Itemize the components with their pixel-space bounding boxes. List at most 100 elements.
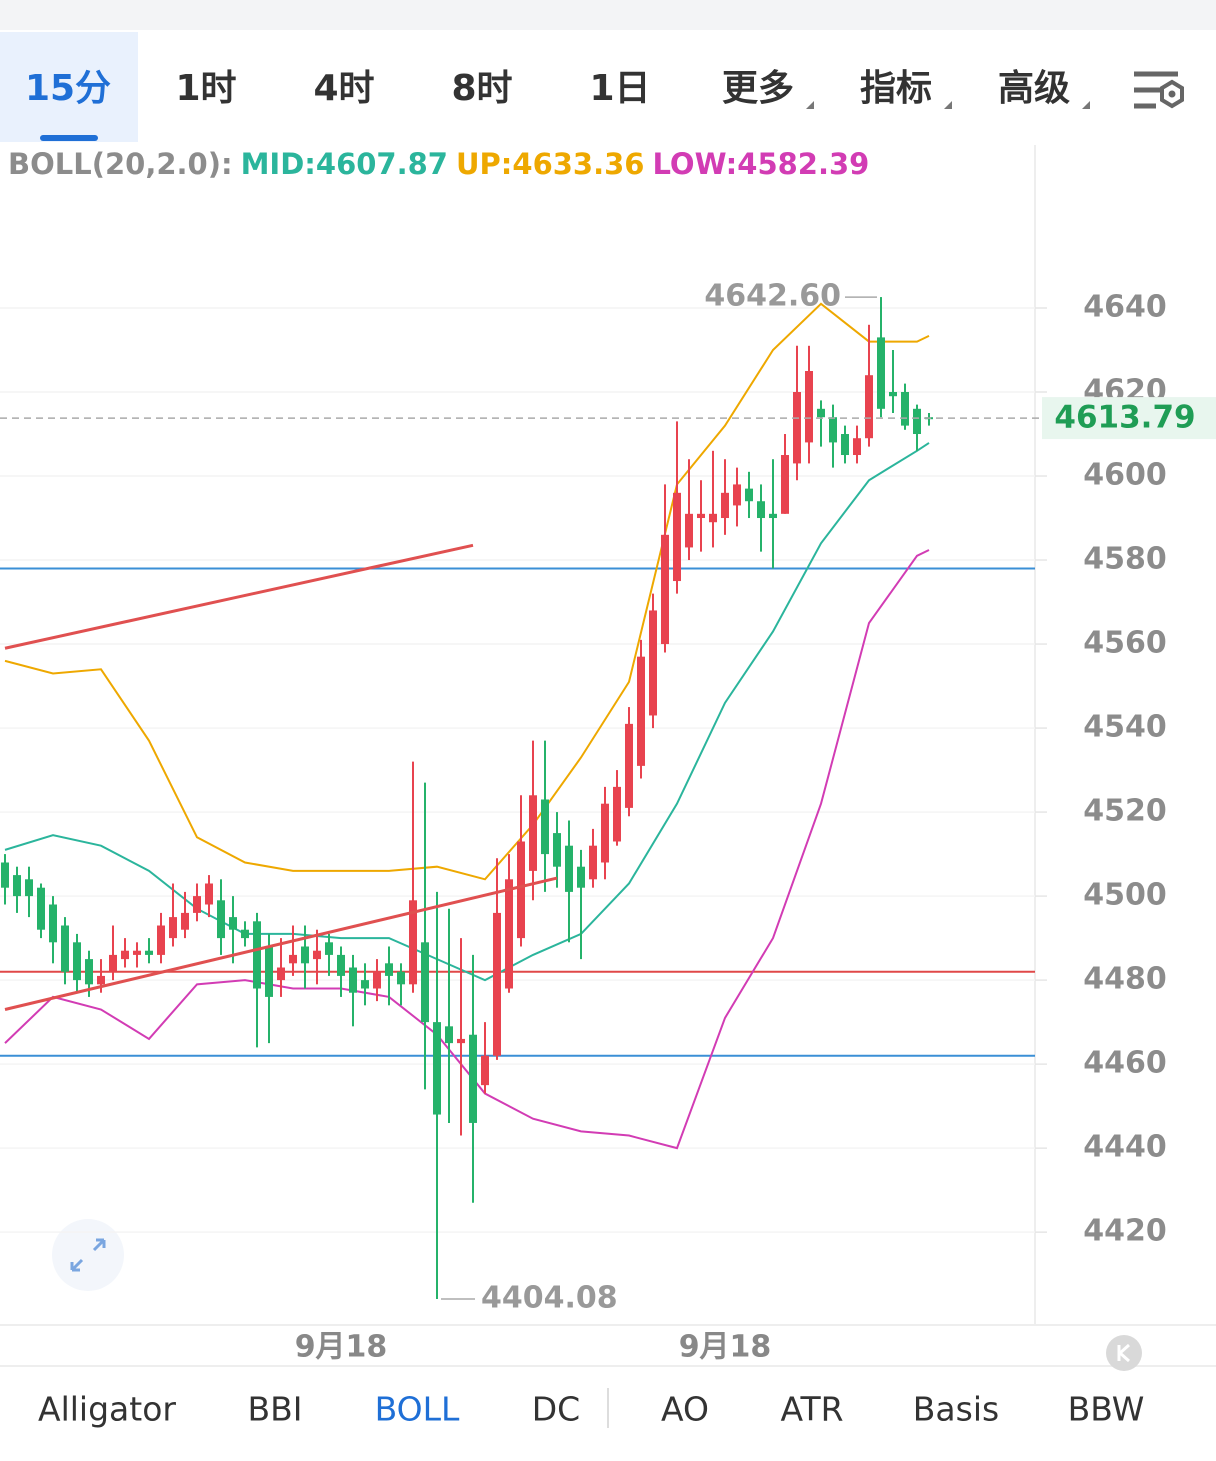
legend-item: MID:4607.87 — [241, 147, 448, 181]
indicator-tab[interactable]: Alligator — [38, 1390, 176, 1429]
candle-body — [721, 492, 729, 519]
timeframe-tab[interactable]: 4时 — [313, 68, 374, 109]
candle-body — [577, 866, 585, 888]
candle-body — [253, 921, 261, 989]
candle-body — [865, 375, 873, 439]
k-button[interactable] — [1106, 1335, 1142, 1371]
y-tick-label: 4640 — [1083, 289, 1167, 324]
legend-item: UP:4633.36 — [456, 147, 645, 181]
active-tab-bg — [0, 32, 138, 142]
candle-body — [769, 513, 777, 519]
candle-body — [289, 954, 297, 964]
candle-body — [25, 879, 33, 897]
timeframe-tab[interactable]: 8时 — [451, 68, 512, 109]
indicator-tab[interactable]: Basis — [913, 1390, 999, 1429]
candle-body — [421, 942, 429, 1023]
y-tick-label: 4520 — [1083, 794, 1167, 829]
candle-body — [157, 925, 165, 955]
candle-body — [505, 879, 513, 989]
dropdown-caret — [1082, 101, 1090, 109]
timeframe-tab[interactable]: 1日 — [589, 68, 650, 109]
candle-body — [241, 929, 249, 939]
candle-body — [13, 875, 21, 897]
boll-band — [4, 442, 930, 982]
timeframe-tab[interactable]: 1时 — [175, 68, 236, 109]
candle-body — [565, 845, 573, 892]
y-tick-label: 4460 — [1083, 1046, 1167, 1081]
boll-band — [4, 549, 930, 1150]
candle-body — [805, 371, 813, 443]
y-tick-label: 4420 — [1083, 1214, 1167, 1249]
trend-line — [4, 876, 558, 1011]
candle-body — [757, 501, 765, 519]
y-tick-label: 4600 — [1083, 458, 1167, 493]
indicator-tab[interactable]: AO — [661, 1390, 709, 1429]
candle-body — [829, 417, 837, 443]
current-price-bg — [1042, 397, 1216, 440]
candle-body — [793, 392, 801, 464]
current-price-label: 4613.79 — [1054, 400, 1195, 436]
candle-body — [145, 950, 153, 955]
y-tick-label: 4480 — [1083, 962, 1167, 997]
candle-body — [709, 513, 717, 523]
candle-body — [373, 971, 381, 989]
candle-body — [445, 1026, 453, 1044]
indicator-tab[interactable]: ATR — [780, 1390, 843, 1429]
candle-body — [529, 795, 537, 871]
candle-body — [1, 862, 9, 888]
status-strip — [0, 0, 1216, 30]
indicator-tab[interactable]: BOLL — [375, 1390, 460, 1429]
y-tick-label: 4540 — [1083, 710, 1167, 745]
candle-body — [661, 534, 669, 645]
candle-body — [61, 925, 69, 972]
candle-body — [481, 1055, 489, 1086]
timeframe-tab[interactable]: 指标 — [860, 68, 932, 109]
candle-body — [349, 967, 357, 993]
candle-body — [73, 942, 81, 981]
candle-body — [889, 392, 897, 397]
timeframe-tab[interactable]: 更多 — [722, 68, 794, 109]
active-tab-underline — [40, 135, 98, 141]
legend-item: BOLL(20,2.0): — [8, 147, 233, 181]
candle-body — [649, 610, 657, 716]
candle-body — [493, 912, 501, 1056]
timeframe-tab[interactable]: 高级 — [998, 68, 1070, 109]
indicator-tab[interactable]: BBW — [1068, 1390, 1145, 1429]
candle-body — [817, 408, 825, 418]
candle-body — [325, 942, 333, 955]
candle-body — [733, 484, 741, 506]
candle-body — [673, 492, 681, 582]
min-label: 4404.08 — [481, 1281, 618, 1316]
candle-body — [553, 833, 561, 867]
candle-body — [217, 900, 225, 939]
indicator-tab[interactable]: DC — [532, 1390, 580, 1429]
candle-body — [901, 392, 909, 426]
settings-icon[interactable] — [1134, 71, 1184, 109]
candle-body — [781, 455, 789, 514]
dropdown-caret — [806, 101, 814, 109]
candle-body — [841, 434, 849, 456]
expand-button[interactable] — [52, 1219, 124, 1291]
candle-body — [913, 408, 921, 435]
max-label: 4642.60 — [704, 279, 841, 314]
candle-body — [613, 786, 621, 842]
candle-body — [49, 904, 57, 943]
x-tick-label: 9月18 — [679, 1330, 772, 1365]
candle-body — [109, 954, 117, 972]
candle-body — [745, 488, 753, 502]
candle-body — [301, 946, 309, 964]
timeframe-tab[interactable]: 15分 — [25, 68, 111, 109]
boll-band — [4, 302, 930, 881]
indicator-tab[interactable]: BBI — [247, 1390, 302, 1429]
candle-body — [97, 975, 105, 985]
candle-body — [37, 887, 45, 930]
candle-body — [469, 1034, 477, 1123]
candle-body — [397, 971, 405, 985]
candle-body — [589, 845, 597, 880]
candle-body — [697, 513, 705, 519]
candle-body — [277, 967, 285, 981]
candle-body — [181, 912, 189, 930]
candle-body — [625, 723, 633, 808]
candle-body — [229, 917, 237, 930]
